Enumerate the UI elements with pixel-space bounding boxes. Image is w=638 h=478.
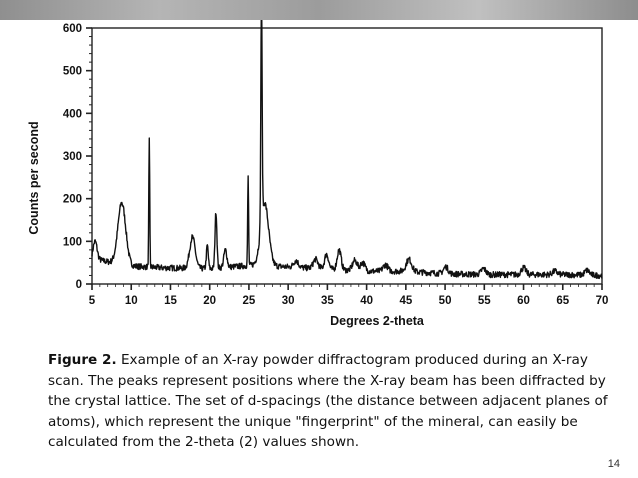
plot-border [91, 27, 603, 285]
y-tick-label: 100 [63, 236, 82, 248]
y-tick-label: 500 [63, 66, 82, 78]
x-tick-label: 45 [399, 295, 412, 307]
x-tick-label: 40 [360, 295, 373, 307]
x-tick-label: 65 [556, 295, 569, 307]
x-tick-label: 35 [321, 295, 334, 307]
caption-text: Example of an X-ray powder diffractogram… [48, 352, 608, 450]
page-number: 14 [607, 458, 620, 470]
diffractogram-chart: 0 100 200 300 400 500 600 5 10 15 20 25 30 35 40 45 50 55… [27, 0, 609, 328]
x-tick-label: 70 [596, 295, 609, 307]
x-tick-label: 50 [439, 295, 452, 307]
x-tick-label: 55 [478, 295, 491, 307]
caption-label: Figure 2. [48, 352, 117, 368]
x-tick-label: 30 [282, 295, 295, 307]
top-texture-band [0, 0, 638, 20]
x-tick-label: 15 [164, 295, 177, 307]
diffraction-trace [91, 0, 603, 280]
x-axis-label: Degrees 2-theta [330, 314, 425, 328]
y-axis-label: Counts per second [27, 121, 41, 234]
x-tick-label: 25 [243, 295, 256, 307]
y-tick-label: 200 [63, 194, 82, 206]
chart-image: 0 100 200 300 400 500 600 5 10 15 20 25 30 35 40 45 50 55… [22, 0, 616, 332]
x-tick-label: 5 [89, 295, 96, 307]
x-tick-label: 60 [517, 295, 530, 307]
figure-caption: Figure 2. Example of an X-ray powder dif… [48, 350, 608, 453]
y-tick-label: 0 [76, 279, 82, 291]
y-tick-label: 400 [63, 108, 82, 120]
y-tick-label: 300 [63, 151, 82, 163]
x-tick-label: 10 [125, 295, 138, 307]
y-tick-label: 600 [63, 23, 82, 35]
x-tick-label: 20 [203, 295, 216, 307]
